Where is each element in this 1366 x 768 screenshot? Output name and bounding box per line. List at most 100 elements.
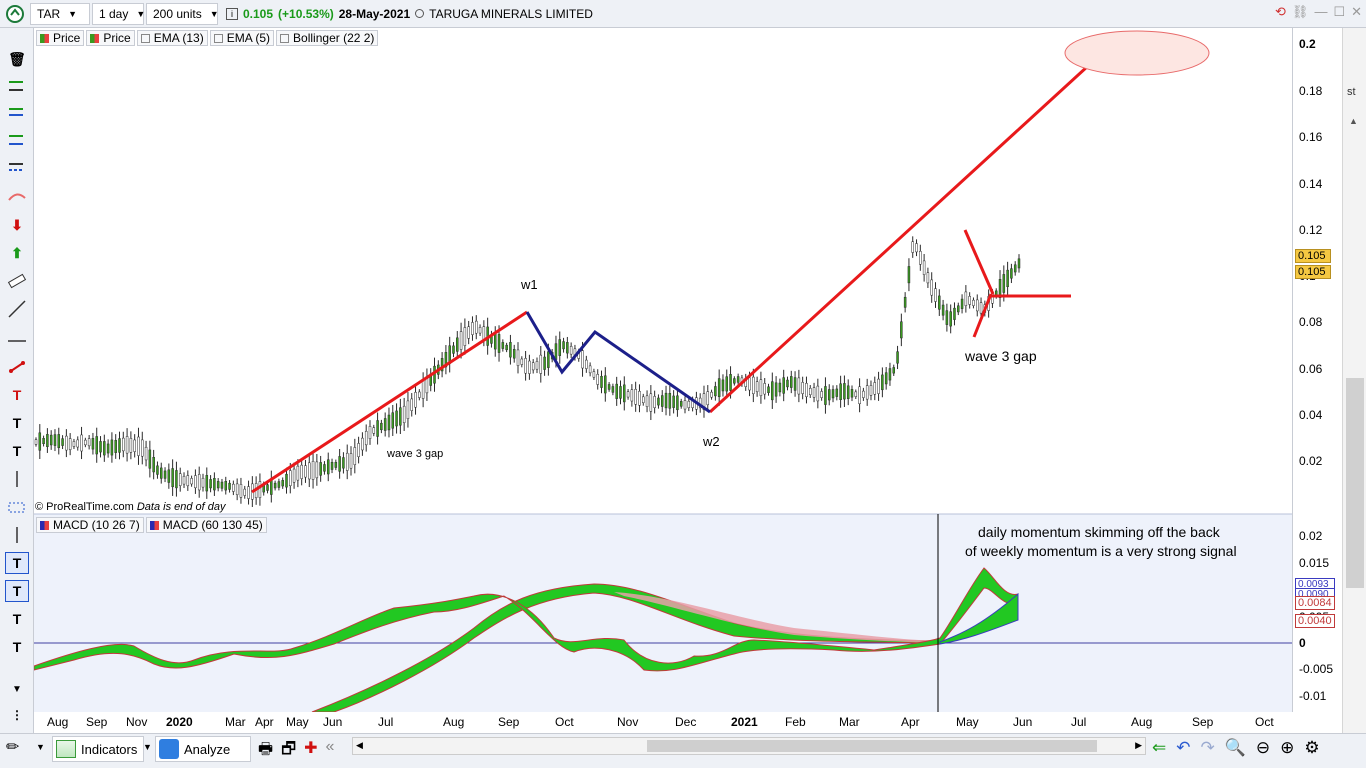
candle-body	[418, 391, 421, 398]
units-select[interactable]: 200 units ▼	[146, 2, 219, 25]
horizontal-scrollbar[interactable]: ◀ ▶	[352, 737, 1146, 755]
settings-icon[interactable]: ⚙	[1304, 738, 1320, 757]
sync-icon[interactable]: ⟲	[1275, 4, 1286, 19]
legend-ema13[interactable]: EMA (13)	[136, 30, 208, 46]
interval-select[interactable]: 1 day ▼	[92, 2, 145, 25]
trendline-icon[interactable]	[5, 298, 29, 320]
legend-macd-daily[interactable]: MACD (10 26 7)	[36, 517, 144, 533]
hscroll-right-icon[interactable]: ▶	[1135, 740, 1142, 750]
candle-body	[869, 385, 873, 396]
legend-price-1[interactable]: Price	[36, 30, 85, 46]
candle-body	[729, 374, 732, 391]
move-chart-icon[interactable]: ⇐	[1152, 738, 1167, 757]
candle-body	[596, 374, 599, 385]
text-tool-icon[interactable]: T	[12, 415, 22, 431]
add-chart-icon[interactable]: ✚	[304, 740, 318, 757]
legend-price-2[interactable]: Price	[86, 30, 135, 46]
zoom-in-icon[interactable]: ⊕	[1280, 738, 1295, 757]
candle-body	[858, 386, 861, 404]
candle-body	[266, 484, 269, 491]
text-red-icon[interactable]: T	[12, 387, 22, 403]
fib-time-icon[interactable]	[5, 156, 29, 178]
scroll-left-icon[interactable]: «	[325, 738, 335, 755]
ruler-icon[interactable]	[5, 270, 29, 292]
candle-body	[129, 438, 133, 453]
candle-body	[57, 434, 61, 449]
time-axis: Aug Sep Nov 2020 Mar Apr May Jun Jul Aug Sep Oct Nov…	[34, 712, 1292, 733]
scroll-down-icon[interactable]: ▼	[12, 683, 22, 695]
time-axis-label: Sep	[86, 715, 108, 729]
candle-body	[76, 439, 79, 448]
annotation-wave3gap: wave 3 gap	[965, 348, 1037, 364]
candle-body	[816, 385, 820, 402]
quote-bar: i 0.105 (+10.53%) 28-May-2021 TARUGA MIN…	[226, 7, 593, 21]
text-tool-icon-4[interactable]: T	[12, 639, 22, 655]
chart-window-icon[interactable]: 🗗	[281, 741, 297, 758]
curve-tool-icon[interactable]	[5, 185, 29, 207]
zoom-area-icon[interactable]: 🔍	[1224, 738, 1246, 757]
indicators-button[interactable]: Indicators	[52, 736, 144, 762]
candle-body	[649, 393, 653, 412]
text-tool-icon-2[interactable]: T	[12, 443, 22, 459]
scroll-up-icon[interactable]: ▲	[1349, 116, 1358, 126]
print-icon[interactable]: 🖶	[258, 741, 274, 758]
indicators-chevron-icon[interactable]: ▼	[143, 742, 152, 752]
candle-body	[516, 349, 520, 366]
trash-icon[interactable]: 🗑	[8, 50, 26, 67]
minimize-icon[interactable]: —	[1314, 4, 1328, 19]
fib-arc-icon[interactable]	[5, 129, 29, 151]
candle-body	[873, 382, 877, 395]
undo-icon[interactable]: ↶	[1176, 738, 1191, 757]
drawing-mode-icon[interactable]: ✏	[6, 739, 20, 756]
scroll-thumb[interactable]	[1346, 378, 1364, 588]
candle-body	[34, 439, 38, 445]
hscroll-left-icon[interactable]: ◀	[356, 740, 363, 750]
horizontal-line-icon[interactable]	[5, 330, 29, 352]
vertical-scrollbar[interactable]: st ▲	[1342, 28, 1366, 733]
candle-body	[220, 481, 224, 489]
symbol-select[interactable]: TAR ▼	[30, 2, 90, 25]
text-box-icon[interactable]: T	[5, 552, 29, 574]
chevron-down-icon: ▼	[209, 8, 219, 19]
fib-tool-icon[interactable]	[5, 75, 29, 97]
maximize-icon[interactable]: ☐	[1333, 4, 1346, 19]
time-axis-label: Dec	[675, 715, 697, 729]
down-arrow-icon[interactable]: ⬇	[11, 216, 23, 233]
app-logo-icon[interactable]	[3, 2, 27, 26]
zoom-out-icon[interactable]: ⊖	[1255, 738, 1271, 757]
hscroll-thumb[interactable]	[647, 740, 1097, 752]
candle-body	[569, 346, 573, 355]
link-icon[interactable]: ⛓	[1291, 4, 1309, 19]
candle-body	[239, 484, 243, 498]
redo-icon[interactable]: ↷	[1200, 738, 1215, 757]
segment-tool-icon[interactable]	[5, 356, 29, 378]
legend-macd-weekly[interactable]: MACD (60 130 45)	[145, 517, 267, 533]
price-axis-label: 0.06	[1299, 362, 1323, 376]
candle-body	[308, 462, 311, 480]
legend-ema5[interactable]: EMA (5)	[209, 30, 275, 46]
candle-body	[903, 296, 907, 308]
chart-area[interactable]: Price Price EMA (13) EMA (5) Bollinger (…	[34, 28, 1292, 729]
price-axis-label: 0.18	[1299, 84, 1323, 98]
chevron-down-icon[interactable]: ▼	[36, 742, 45, 752]
candle-body	[273, 482, 277, 489]
more-dots-icon[interactable]: ⋮	[11, 708, 23, 722]
rectangle-select-icon[interactable]	[5, 496, 29, 518]
time-axis-label: May	[286, 715, 309, 729]
up-arrow-icon[interactable]: ⬆	[11, 244, 23, 261]
vertical-line-icon[interactable]	[5, 468, 29, 490]
close-icon[interactable]: ✕	[1351, 4, 1362, 19]
fib-fan-icon[interactable]	[5, 102, 29, 124]
info-icon[interactable]: i	[226, 7, 238, 20]
text-tool-icon-3[interactable]: T	[12, 611, 22, 627]
text-box-icon-2[interactable]: T	[5, 580, 29, 602]
legend-bollinger[interactable]: Bollinger (22 2)	[276, 30, 379, 46]
candle-body	[61, 438, 64, 446]
candle-body	[687, 400, 691, 409]
analyze-button[interactable]: Analyze	[155, 736, 251, 762]
candle-body	[1017, 258, 1021, 269]
candle-body	[406, 400, 410, 419]
candle-body	[543, 356, 546, 370]
vertical-line-icon-2[interactable]	[5, 524, 29, 546]
time-axis-label: Aug	[1131, 715, 1153, 729]
